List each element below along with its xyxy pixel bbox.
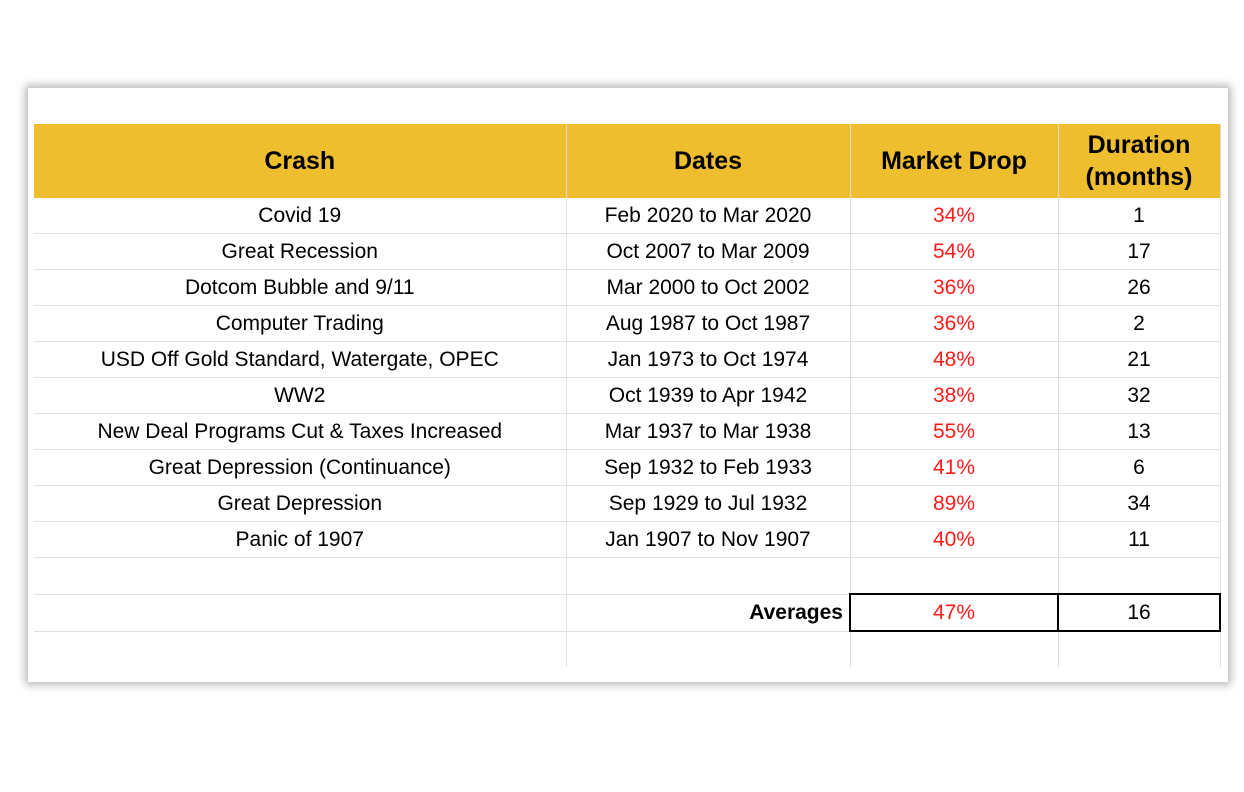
- crash-cell[interactable]: Great Recession: [34, 233, 567, 270]
- blank-cell[interactable]: [566, 557, 851, 595]
- market-drop-cell[interactable]: 40%: [850, 521, 1059, 558]
- header-crash[interactable]: Crash: [34, 124, 567, 198]
- market-drop-cell[interactable]: 41%: [850, 449, 1059, 486]
- crash-cell[interactable]: Computer Trading: [34, 305, 567, 342]
- duration-cell[interactable]: 6: [1058, 449, 1221, 486]
- average-market-drop[interactable]: 47%: [849, 593, 1059, 632]
- dates-cell[interactable]: Feb 2020 to Mar 2020: [566, 198, 851, 234]
- blank-cell[interactable]: [566, 631, 851, 667]
- dates-cell[interactable]: Mar 2000 to Oct 2002: [566, 269, 851, 306]
- header-market-drop[interactable]: Market Drop: [850, 124, 1059, 198]
- dates-cell[interactable]: Oct 1939 to Apr 1942: [566, 377, 851, 414]
- duration-cell[interactable]: 32: [1058, 377, 1221, 414]
- crash-cell[interactable]: WW2: [34, 377, 567, 414]
- duration-cell[interactable]: 13: [1058, 413, 1221, 450]
- blank-cell[interactable]: [1058, 631, 1221, 667]
- table-row: USD Off Gold Standard, Watergate, OPEC Ja…: [34, 341, 1221, 378]
- table-row: WW2 Oct 1939 to Apr 1942 38% 32: [34, 377, 1221, 414]
- blank-cell[interactable]: [1058, 557, 1221, 595]
- dates-cell[interactable]: Sep 1932 to Feb 1933: [566, 449, 851, 486]
- crash-cell[interactable]: Covid 19: [34, 198, 567, 234]
- spreadsheet-panel: Crash Dates Market Drop Duration (months…: [28, 88, 1228, 682]
- dates-cell[interactable]: Jan 1973 to Oct 1974: [566, 341, 851, 378]
- header-row: Crash Dates Market Drop Duration (months…: [34, 124, 1221, 198]
- averages-row: Averages 47% 16: [34, 593, 1221, 632]
- table-row: Great Depression Sep 1929 to Jul 1932 89% 3…: [34, 485, 1221, 522]
- crash-cell[interactable]: Panic of 1907: [34, 521, 567, 558]
- duration-cell[interactable]: 17: [1058, 233, 1221, 270]
- market-drop-cell[interactable]: 89%: [850, 485, 1059, 522]
- duration-cell[interactable]: 1: [1058, 198, 1221, 234]
- market-drop-cell[interactable]: 48%: [850, 341, 1059, 378]
- crash-cell[interactable]: New Deal Programs Cut & Taxes Increased: [34, 413, 567, 450]
- average-duration[interactable]: 16: [1057, 593, 1221, 632]
- market-drop-cell[interactable]: 54%: [850, 233, 1059, 270]
- dates-cell[interactable]: Sep 1929 to Jul 1932: [566, 485, 851, 522]
- duration-cell[interactable]: 2: [1058, 305, 1221, 342]
- dates-cell[interactable]: Mar 1937 to Mar 1938: [566, 413, 851, 450]
- market-drop-cell[interactable]: 36%: [850, 305, 1059, 342]
- blank-row: [34, 557, 1221, 595]
- table-row: Great Recession Oct 2007 to Mar 2009 54% 17: [34, 233, 1221, 270]
- market-drop-cell[interactable]: 38%: [850, 377, 1059, 414]
- table-row: Covid 19 Feb 2020 to Mar 2020 34% 1: [34, 198, 1221, 234]
- blank-cell[interactable]: [34, 557, 567, 595]
- market-drop-cell[interactable]: 55%: [850, 413, 1059, 450]
- duration-cell[interactable]: 26: [1058, 269, 1221, 306]
- table-row: New Deal Programs Cut & Taxes Increased M…: [34, 413, 1221, 450]
- header-duration[interactable]: Duration (months): [1058, 124, 1221, 198]
- table-row: Panic of 1907 Jan 1907 to Nov 1907 40% 11: [34, 521, 1221, 558]
- blank-cell[interactable]: [34, 631, 567, 667]
- dates-cell[interactable]: Jan 1907 to Nov 1907: [566, 521, 851, 558]
- dates-cell[interactable]: Aug 1987 to Oct 1987: [566, 305, 851, 342]
- duration-cell[interactable]: 34: [1058, 485, 1221, 522]
- header-duration-line1: Duration: [1087, 131, 1191, 159]
- blank-cell[interactable]: [850, 557, 1059, 595]
- header-dates[interactable]: Dates: [566, 124, 851, 198]
- market-crash-table: Crash Dates Market Drop Duration (months…: [34, 124, 1221, 667]
- market-drop-cell[interactable]: 34%: [850, 198, 1059, 234]
- crash-cell[interactable]: Great Depression (Continuance): [34, 449, 567, 486]
- crash-cell[interactable]: USD Off Gold Standard, Watergate, OPEC: [34, 341, 567, 378]
- table-row: Dotcom Bubble and 9/11 Mar 2000 to Oct 20…: [34, 269, 1221, 306]
- dates-cell[interactable]: Oct 2007 to Mar 2009: [566, 233, 851, 270]
- table-row: Computer Trading Aug 1987 to Oct 1987 36% 2: [34, 305, 1221, 342]
- header-duration-line2: (months): [1085, 163, 1193, 191]
- blank-row: [34, 631, 1221, 667]
- crash-cell[interactable]: Great Depression: [34, 485, 567, 522]
- duration-cell[interactable]: 11: [1058, 521, 1221, 558]
- crash-cell[interactable]: Dotcom Bubble and 9/11: [34, 269, 567, 306]
- blank-cell[interactable]: [850, 631, 1059, 667]
- table-row: Great Depression (Continuance) Sep 1932 t…: [34, 449, 1221, 486]
- market-drop-cell[interactable]: 36%: [850, 269, 1059, 306]
- duration-cell[interactable]: 21: [1058, 341, 1221, 378]
- blank-cell[interactable]: [34, 594, 567, 632]
- averages-label[interactable]: Averages: [566, 594, 851, 632]
